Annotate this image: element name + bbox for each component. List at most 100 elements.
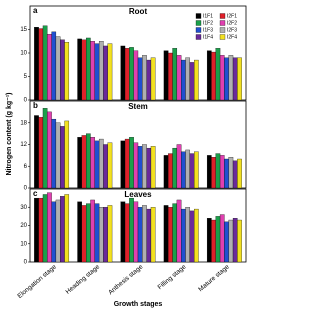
y-tick-label: 10 <box>20 241 27 247</box>
bar <box>77 201 82 263</box>
y-tick-label: 10 <box>20 51 27 57</box>
legend-swatch <box>219 27 226 33</box>
bar <box>185 207 190 263</box>
y-tick-label: 15 <box>20 27 27 33</box>
bar <box>34 26 39 101</box>
legend-swatch <box>195 20 202 26</box>
panel-letter: c <box>33 189 38 198</box>
y-tick-label: 30 <box>20 205 27 211</box>
bar <box>176 144 182 189</box>
bar <box>133 142 139 189</box>
bar <box>55 36 61 101</box>
bar <box>64 194 70 263</box>
bar <box>211 51 216 101</box>
legend-label: I2F2 <box>227 20 237 26</box>
bar <box>232 160 238 189</box>
bar <box>42 108 48 189</box>
bar <box>86 37 91 101</box>
bar <box>163 50 169 101</box>
legend-swatch <box>195 27 202 33</box>
y-axis-label: Nitrogen content (g kg⁻¹) <box>6 92 13 175</box>
panel-letter: a <box>33 6 38 15</box>
legend-swatch <box>195 34 202 40</box>
bar <box>60 39 65 101</box>
bar <box>98 207 104 263</box>
y-tick-label: 0 <box>24 186 28 192</box>
bar <box>232 218 238 263</box>
bar <box>51 201 57 263</box>
bar <box>137 207 143 263</box>
bar <box>194 59 199 101</box>
bar <box>86 133 91 189</box>
bar <box>215 48 221 101</box>
legend-swatch <box>195 13 202 19</box>
bar <box>77 137 82 189</box>
bar <box>211 157 216 189</box>
bar <box>194 151 199 189</box>
bar <box>146 208 152 263</box>
bar <box>81 205 87 263</box>
bar <box>219 214 225 263</box>
bar <box>120 45 126 101</box>
bar <box>55 122 61 189</box>
bar <box>232 57 238 101</box>
bar <box>150 146 156 189</box>
bar <box>77 38 82 101</box>
bar <box>137 57 143 101</box>
bar <box>51 31 57 101</box>
legend-swatch <box>219 20 226 26</box>
bar <box>81 135 87 189</box>
x-tick-label: Anthesis stage <box>107 263 144 296</box>
bar <box>98 41 104 101</box>
bar <box>90 137 95 189</box>
bar <box>237 57 242 101</box>
legend-label: I1F3 <box>203 27 213 33</box>
bar <box>228 219 234 263</box>
bar <box>42 25 48 101</box>
y-tick-label: 0 <box>24 98 28 104</box>
legend-swatch <box>219 13 226 19</box>
bar <box>133 50 139 101</box>
bar <box>150 207 156 263</box>
bar <box>124 203 130 263</box>
panel-title: Root <box>129 7 148 16</box>
bar <box>219 55 225 101</box>
bar <box>181 151 186 189</box>
bar <box>103 207 108 263</box>
bar <box>163 205 169 263</box>
bar <box>98 138 104 189</box>
bar <box>137 146 143 189</box>
bar <box>146 147 152 189</box>
x-tick-label: Elongation stage <box>16 263 58 300</box>
bar <box>142 205 147 263</box>
bar <box>86 203 91 263</box>
panel-letter: b <box>33 101 38 110</box>
bar <box>150 57 156 101</box>
bar <box>228 157 234 189</box>
bar <box>189 153 195 189</box>
y-tick-label: 20 <box>20 223 27 229</box>
bar <box>60 126 65 189</box>
bar <box>120 140 126 189</box>
bar <box>133 201 139 263</box>
bar <box>34 115 39 189</box>
legend-label: I2F4 <box>227 34 237 40</box>
y-tick-label: 18 <box>20 120 27 126</box>
bar <box>219 155 225 189</box>
bar <box>224 57 229 101</box>
bar <box>94 203 100 263</box>
y-tick-label: 5 <box>24 74 28 80</box>
bar <box>60 196 65 263</box>
bar <box>129 197 134 263</box>
bar <box>172 203 178 263</box>
legend-label: I1F1 <box>203 13 213 19</box>
bar <box>142 144 147 189</box>
bar <box>38 197 44 263</box>
bar <box>47 192 52 263</box>
bar <box>47 111 52 189</box>
bar <box>64 120 70 189</box>
bar <box>215 216 221 263</box>
bar <box>38 28 44 101</box>
bar <box>51 118 57 189</box>
chart: a Root 0 5 10 15 I1F1 I2F1 I1F2 I2F2 I1F3 I2F3 I1F4 I… <box>6 5 247 308</box>
